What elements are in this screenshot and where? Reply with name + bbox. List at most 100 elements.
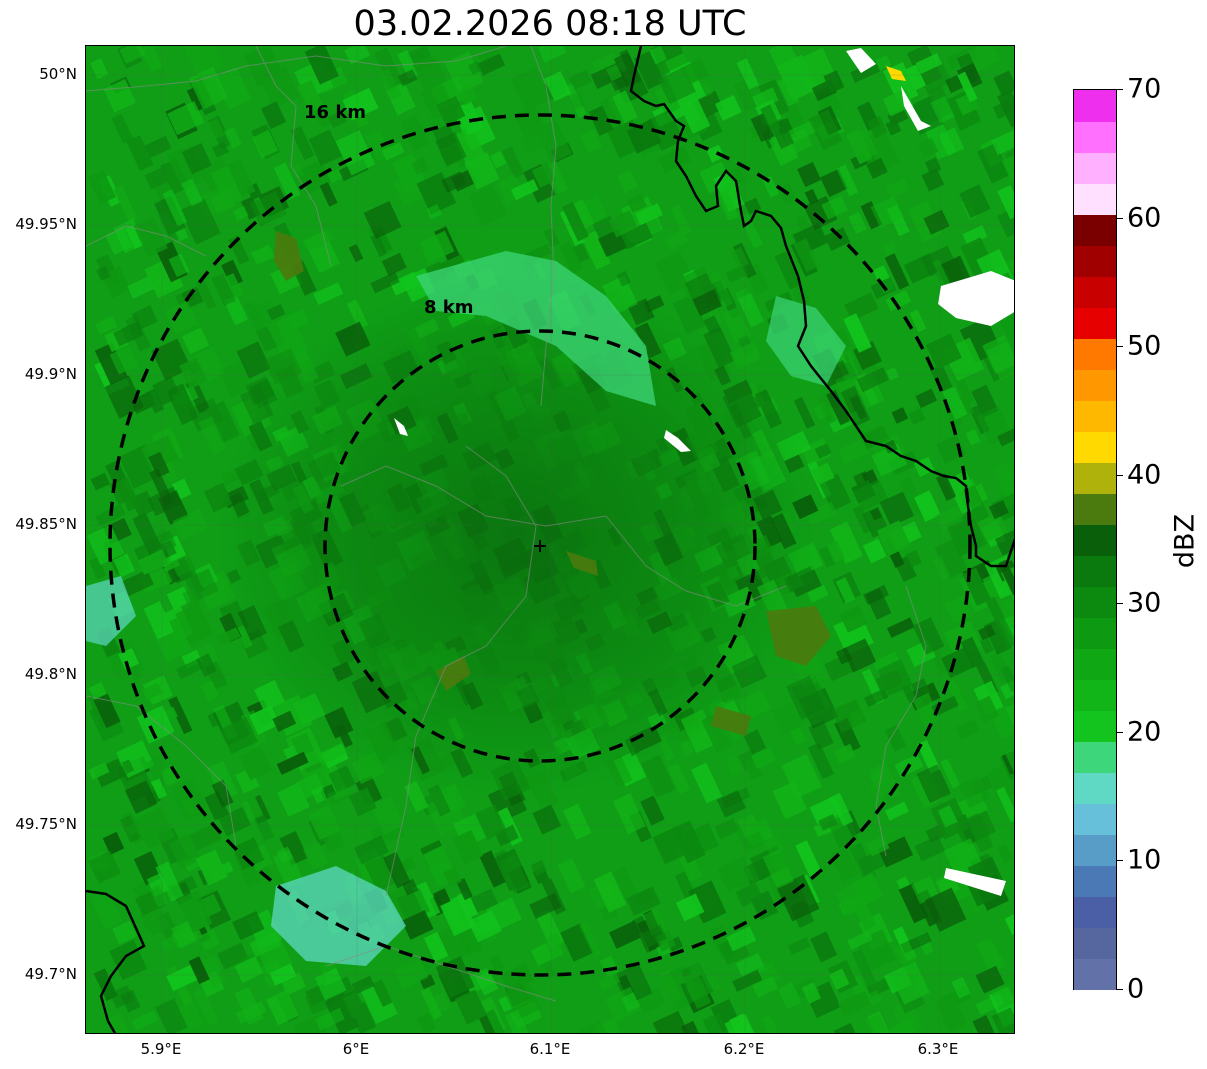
radar-bin [877, 520, 911, 556]
radar-bin [848, 211, 867, 234]
radar-bin [860, 425, 890, 450]
radar-bin [826, 539, 846, 564]
radar-bin [426, 204, 442, 220]
colorbar-unit-label: dBZ [1169, 513, 1201, 569]
radar-bin [966, 895, 983, 915]
radar-bin [560, 923, 594, 962]
radar-bin [843, 313, 872, 353]
radar-bin [90, 472, 111, 491]
radar-bin [848, 393, 868, 420]
radar-bin [840, 385, 871, 426]
radar-bin [772, 700, 807, 735]
lat-label: 49.75°N [15, 815, 77, 833]
radar-bin [703, 315, 722, 336]
radar-bin [113, 553, 136, 578]
radar-bin [511, 179, 539, 201]
colorbar-segment [1074, 927, 1116, 959]
radar-bin [302, 842, 329, 871]
radar-bin [188, 956, 210, 985]
radar-bin [774, 251, 802, 290]
radar-bin [925, 333, 962, 370]
radar-bin [315, 66, 348, 94]
radar-bin [768, 46, 802, 77]
radar-bin [386, 82, 416, 116]
radar-bin [243, 46, 284, 87]
colorbar-segment [1074, 214, 1116, 246]
radar-bin [307, 804, 341, 840]
radar-bin [808, 742, 835, 780]
radar-bin [88, 762, 110, 780]
radar-bin [598, 229, 628, 258]
radar-bin [776, 874, 820, 922]
radar-bin [544, 71, 572, 102]
radar-bin [761, 1015, 783, 1033]
radar-bin [866, 835, 890, 857]
radar-bin [186, 86, 206, 112]
radar-bin [404, 780, 429, 813]
radar-bin [616, 270, 631, 287]
radar-map-svg: 16 km 8 km [86, 46, 1014, 1033]
radar-bin [762, 849, 794, 889]
no-echo-area [944, 868, 1006, 896]
radar-bin [716, 790, 746, 818]
radar-site-marker [534, 540, 546, 552]
reflectivity-field [86, 46, 1014, 1033]
radar-bin [1001, 148, 1014, 180]
radar-bin [348, 243, 364, 263]
radar-bin [860, 201, 883, 230]
radar-bin [125, 822, 141, 837]
radar-bin [980, 637, 994, 654]
radar-bin [829, 521, 863, 564]
radar-bin [974, 512, 1009, 544]
radar-bin [869, 507, 882, 521]
radar-bin [530, 860, 547, 876]
radar-bin [994, 526, 1014, 556]
radar-bin [636, 987, 666, 1015]
radar-bin [319, 182, 338, 207]
lon-label: 6°E [342, 1040, 370, 1058]
radar-bin [218, 806, 251, 837]
radar-bin [969, 405, 990, 435]
radar-bin [818, 813, 838, 831]
radar-bin [94, 342, 128, 385]
country-borders [86, 46, 1014, 1033]
radar-bin [134, 806, 175, 850]
radar-bin [743, 757, 763, 781]
radar-bin [854, 128, 878, 159]
lon-label: 6.2°E [723, 1040, 765, 1058]
radar-bin [211, 273, 236, 306]
radar-bin [232, 910, 265, 941]
radar-bin [652, 826, 690, 865]
radar-bin [179, 357, 208, 390]
radar-bin [290, 162, 305, 180]
radar-bin [818, 545, 837, 568]
radar-bin [567, 91, 586, 110]
radar-bin [737, 293, 765, 328]
radar-bin [499, 854, 530, 894]
radar-bin [393, 171, 427, 207]
radar-bin [893, 940, 917, 967]
colorbar-segment [1074, 338, 1116, 370]
no-echo-area [901, 86, 931, 131]
radar-bin [884, 801, 909, 821]
radar-bin [702, 1012, 734, 1033]
range-ring-8km [323, 329, 757, 763]
radar-bin [172, 508, 209, 541]
radar-bin [193, 346, 226, 383]
colorbar-segment [1074, 245, 1116, 277]
radar-bin [87, 169, 117, 205]
radar-bin [918, 137, 939, 159]
colorbar-segment [1074, 307, 1116, 339]
radar-bin [998, 559, 1014, 596]
radar-bin [864, 688, 889, 707]
colorbar-tick [1117, 474, 1123, 476]
radar-bin [982, 335, 1014, 374]
radar-bin [372, 979, 393, 1007]
radar-bin [478, 1013, 499, 1033]
radar-bin [158, 212, 180, 243]
radar-bin [188, 66, 228, 110]
radar-bin [211, 141, 230, 158]
radar-bin [818, 473, 852, 512]
radar-bin [251, 244, 275, 266]
radar-bin [198, 929, 221, 952]
